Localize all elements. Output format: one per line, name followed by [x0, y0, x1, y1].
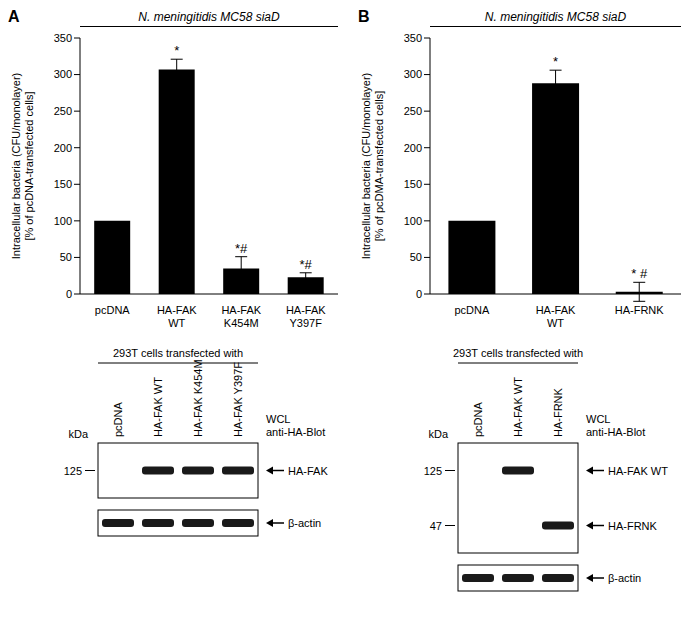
svg-text:250: 250: [54, 105, 72, 117]
svg-text:125: 125: [64, 465, 82, 477]
svg-text:*#: *#: [300, 257, 313, 272]
svg-text:100: 100: [404, 215, 422, 227]
svg-text:pcDNA: pcDNA: [95, 304, 131, 316]
svg-text:350: 350: [404, 32, 422, 44]
svg-text:HA-FAK WT: HA-FAK WT: [512, 377, 524, 437]
svg-text:HA-FAKWT: HA-FAKWT: [536, 304, 576, 329]
svg-text:200: 200: [404, 142, 422, 154]
svg-text:kDa: kDa: [68, 428, 88, 440]
svg-text:0: 0: [66, 288, 72, 300]
svg-text:Intracellular bacteria (CFU/m: Intracellular bacteria (CFU/monolayer)[%…: [10, 73, 35, 259]
svg-text:HA-FAK: HA-FAK: [288, 465, 328, 477]
svg-text:300: 300: [54, 68, 72, 80]
svg-text:125: 125: [424, 465, 442, 477]
svg-text:WCL: WCL: [266, 413, 290, 425]
html-text:N. meningitidis MC58 siaD: N. meningitidis MC58 siaD: [484, 10, 627, 24]
svg-text:β-actin: β-actin: [608, 572, 641, 584]
svg-text:150: 150: [54, 178, 72, 190]
svg-text:anti-HA-Blot: anti-HA-Blot: [266, 426, 325, 438]
svg-text:HA-FAK WT: HA-FAK WT: [152, 377, 164, 437]
svg-text:293T cells transfected with: 293T cells transfected with: [453, 347, 583, 359]
svg-text:HA-FAK WT: HA-FAK WT: [608, 465, 668, 477]
html-text:N. meningitidis MC58 siaD: N. meningitidis MC58 siaD: [138, 10, 280, 24]
svg-text:pcDNA: pcDNA: [454, 304, 490, 316]
svg-text:β-actin: β-actin: [288, 517, 321, 529]
svg-text:HA-FAKY397F: HA-FAKY397F: [286, 304, 326, 329]
svg-text:pcDNA: pcDNA: [472, 401, 484, 437]
svg-text:350: 350: [54, 32, 72, 44]
svg-text:* #: * #: [631, 266, 648, 281]
svg-text:pcDNA: pcDNA: [112, 401, 124, 437]
html-text:B: B: [358, 8, 370, 25]
svg-text:*: *: [174, 43, 179, 58]
svg-text:50: 50: [410, 251, 422, 263]
svg-text:*: *: [553, 54, 558, 69]
svg-text:293T cells transfected with: 293T cells transfected with: [113, 347, 243, 359]
svg-text:47: 47: [430, 520, 442, 532]
svg-text:200: 200: [54, 142, 72, 154]
svg-text:kDa: kDa: [428, 428, 448, 440]
svg-text:HA-FAK K454M: HA-FAK K454M: [192, 359, 204, 437]
html-text:A: A: [8, 8, 20, 25]
svg-text:*#: *#: [235, 241, 248, 256]
svg-text:HA-FRNK: HA-FRNK: [608, 520, 658, 532]
svg-text:150: 150: [404, 178, 422, 190]
svg-text:HA-FAKWT: HA-FAKWT: [157, 304, 197, 329]
svg-text:300: 300: [404, 68, 422, 80]
svg-text:HA-FRNK: HA-FRNK: [615, 304, 665, 316]
svg-text:Intracellular bacteria (CFU/m: Intracellular bacteria (CFU/monolayer)[%…: [360, 73, 385, 259]
svg-text:WCL: WCL: [586, 413, 610, 425]
svg-text:0: 0: [416, 288, 422, 300]
svg-text:50: 50: [60, 251, 72, 263]
svg-text:HA-FRNK: HA-FRNK: [552, 387, 564, 437]
svg-text:HA-FAKK454M: HA-FAKK454M: [221, 304, 261, 329]
svg-text:anti-HA-Blot: anti-HA-Blot: [586, 426, 645, 438]
svg-text:HA-FAK Y397F: HA-FAK Y397F: [232, 362, 244, 437]
svg-text:100: 100: [54, 215, 72, 227]
svg-text:250: 250: [404, 105, 422, 117]
